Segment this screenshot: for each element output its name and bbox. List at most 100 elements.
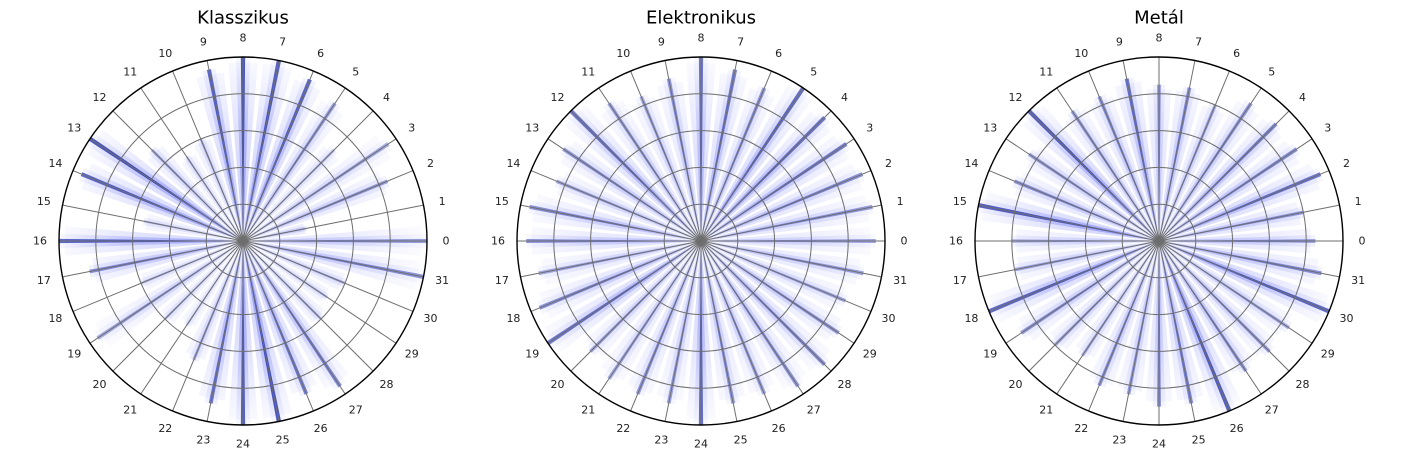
chart-title: Klasszikus — [197, 8, 289, 29]
angular-gridline — [664, 240, 702, 422]
theta-tick-label: 22 — [616, 422, 630, 435]
theta-tick-label: 22 — [1074, 422, 1088, 435]
angular-gridline — [700, 240, 832, 372]
theta-tick-label: 3 — [1324, 122, 1331, 135]
angular-gridline — [242, 170, 414, 242]
angular-gridline — [700, 87, 804, 242]
theta-tick-label: 10 — [158, 47, 172, 60]
theta-tick-label: 21 — [123, 403, 137, 416]
polar-frame — [516, 56, 886, 426]
angular-gridline — [1158, 87, 1262, 242]
theta-tick-label: 20 — [550, 378, 564, 391]
angular-gridline — [700, 138, 855, 242]
theta-tick-label: 1 — [439, 195, 446, 208]
angular-gridline — [1158, 60, 1196, 242]
angular-gridline — [1158, 240, 1340, 278]
theta-tick-label: 23 — [196, 434, 210, 447]
angular-gridline — [89, 138, 244, 242]
angular-gridline — [172, 240, 244, 412]
theta-tick-label: 19 — [983, 347, 997, 360]
theta-tick-label: 28 — [1296, 378, 1310, 391]
angular-gridline — [242, 240, 374, 372]
angular-gridline — [700, 60, 738, 242]
angular-gridline — [112, 240, 244, 372]
theta-tick-label: 27 — [349, 403, 363, 416]
theta-tick-label: 18 — [48, 312, 62, 325]
chart-panel-metal: 0 1 2 3 4 5 6 7 8 9 10 11 12 13 14 15 16 17 18 19 20 21 22 23 24… — [939, 0, 1379, 472]
theta-tick-label: 12 — [1008, 91, 1022, 104]
angular-gridline — [89, 240, 244, 344]
angular-gridline — [988, 170, 1160, 242]
theta-tick-label: 14 — [964, 157, 978, 170]
angular-gridline — [598, 240, 702, 395]
angular-gridline — [1056, 240, 1160, 395]
theta-tick-label: 15 — [37, 195, 51, 208]
angular-gridline — [112, 110, 244, 242]
theta-tick-label: 17 — [953, 274, 967, 287]
theta-tick-label: 11 — [123, 66, 137, 79]
angular-gridline — [1088, 70, 1160, 242]
theta-tick-label: 11 — [581, 66, 595, 79]
theta-tick-label: 4 — [383, 91, 390, 104]
angular-gridline — [242, 240, 397, 344]
theta-tick-label: 6 — [1233, 47, 1240, 60]
angular-gridline — [570, 110, 702, 242]
theta-tick-label: 3 — [408, 122, 415, 135]
theta-tick-label: 0 — [901, 235, 908, 248]
angular-gridline — [530, 240, 702, 312]
theta-tick-label: 2 — [885, 157, 892, 170]
theta-tick-label: 28 — [838, 378, 852, 391]
theta-tick-label: 1 — [1355, 195, 1362, 208]
theta-tick-label: 13 — [983, 122, 997, 135]
theta-tick-label: 25 — [1192, 434, 1206, 447]
angular-gridline — [978, 204, 1160, 242]
theta-tick-label: 1 — [897, 195, 904, 208]
theta-tick-label: 0 — [443, 235, 450, 248]
angular-gridline — [62, 204, 244, 242]
angular-gridline — [570, 240, 702, 372]
angular-gridline — [242, 110, 374, 242]
angular-gridline — [700, 240, 772, 412]
angular-gridline — [547, 240, 702, 344]
angular-gridline — [988, 240, 1160, 312]
angular-gridline — [1158, 240, 1230, 412]
theta-tick-label: 14 — [506, 157, 520, 170]
theta-tick-label: 8 — [240, 32, 247, 45]
theta-tick-label: 24 — [694, 438, 708, 451]
theta-tick-label: 6 — [317, 47, 324, 60]
theta-tick-label: 25 — [734, 434, 748, 447]
angular-gridline — [700, 110, 832, 242]
theta-tick-label: 24 — [1152, 438, 1166, 451]
angular-gridline — [1158, 138, 1313, 242]
theta-tick-label: 30 — [424, 312, 438, 325]
angular-gridline — [1158, 240, 1330, 312]
angular-gridline — [1158, 204, 1340, 242]
theta-tick-label: 14 — [48, 157, 62, 170]
angular-gridline — [242, 60, 280, 242]
theta-tick-label: 31 — [1351, 274, 1365, 287]
angular-gridline — [140, 240, 244, 395]
chart-panel-elektronikus: 0 1 2 3 4 5 6 7 8 9 10 11 12 13 14 15 16 17 18 19 20 21 22 23 24… — [481, 0, 921, 472]
angular-gridline — [1056, 87, 1160, 242]
theta-tick-label: 27 — [1265, 403, 1279, 416]
angular-gridline — [700, 204, 882, 242]
theta-tick-label: 19 — [525, 347, 539, 360]
theta-tick-label: 11 — [1039, 66, 1053, 79]
angular-gridline — [242, 240, 314, 412]
angular-gridline — [547, 138, 702, 242]
angular-gridline — [172, 70, 244, 242]
theta-tick-label: 16 — [949, 235, 963, 248]
theta-tick-label: 9 — [200, 35, 207, 48]
theta-tick-label: 15 — [495, 195, 509, 208]
theta-tick-label: 7 — [737, 35, 744, 48]
chart-title: Metál — [1134, 8, 1184, 29]
theta-tick-label: 20 — [92, 378, 106, 391]
polar-frame — [58, 56, 428, 426]
theta-tick-label: 31 — [435, 274, 449, 287]
polar-grid — [517, 57, 885, 425]
angular-gridline — [700, 240, 872, 312]
angular-gridline — [1158, 170, 1330, 242]
theta-tick-label: 29 — [863, 347, 877, 360]
angular-gridline — [1028, 240, 1160, 372]
